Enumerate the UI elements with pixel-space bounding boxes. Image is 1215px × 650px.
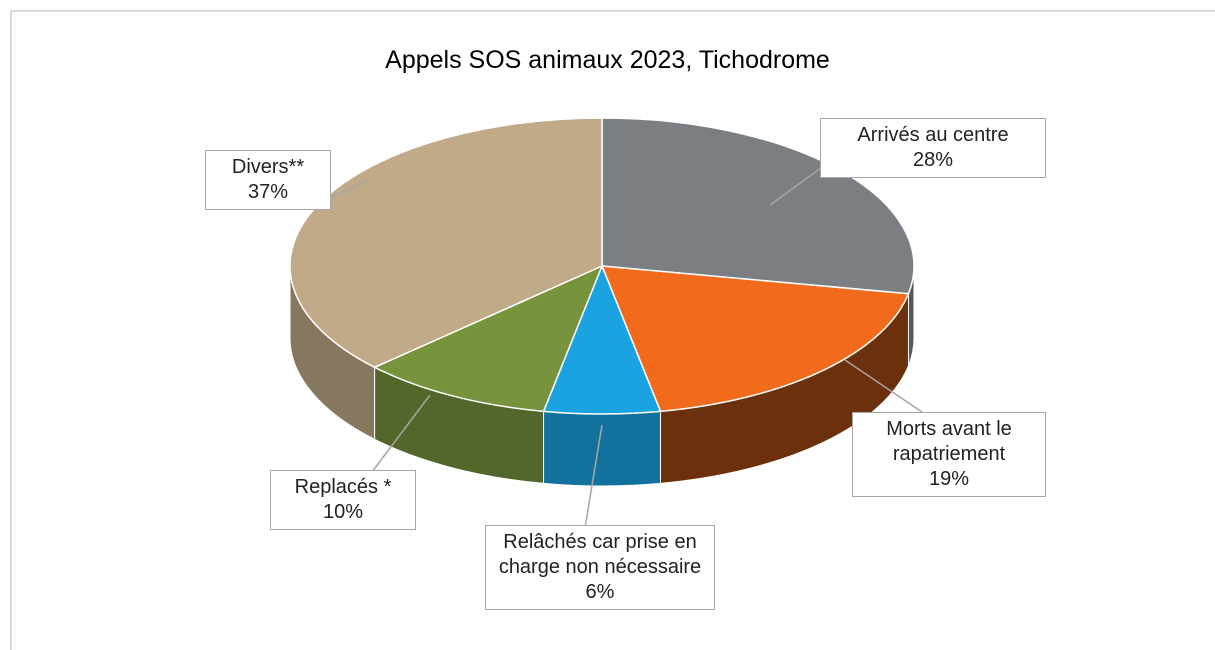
category-label: Relâchés car prise en charge non nécessa… bbox=[498, 531, 702, 578]
data-label: Arrivés au centre 28% bbox=[820, 118, 1046, 178]
category-label: Arrivés au centre bbox=[857, 124, 1009, 146]
leader-line bbox=[329, 179, 369, 199]
category-label: Morts avant le rapatriement bbox=[886, 418, 1012, 465]
slice-side bbox=[543, 410, 661, 487]
leader-line bbox=[371, 394, 431, 473]
data-label: Morts avant le rapatriement 19% bbox=[852, 412, 1046, 497]
value-label: 19% bbox=[928, 468, 970, 490]
value-label: 10% bbox=[322, 501, 364, 523]
data-label: Divers** 37% bbox=[205, 150, 331, 210]
category-label: Replacés * bbox=[294, 476, 392, 498]
chart-frame bbox=[10, 10, 1215, 650]
data-label: Replacés * 10% bbox=[270, 470, 416, 530]
leader-line bbox=[584, 424, 603, 529]
slice bbox=[600, 265, 910, 413]
data-label: Relâchés car prise en charge non nécessa… bbox=[485, 525, 715, 610]
value-label: 28% bbox=[912, 149, 954, 171]
slice bbox=[372, 264, 604, 413]
chart-title: Appels SOS animaux 2023, Tichodrome bbox=[385, 46, 830, 74]
category-label: Divers** bbox=[231, 156, 305, 178]
value-label: 37% bbox=[247, 181, 289, 203]
value-label: 6% bbox=[585, 581, 615, 603]
leader-line bbox=[844, 359, 923, 413]
